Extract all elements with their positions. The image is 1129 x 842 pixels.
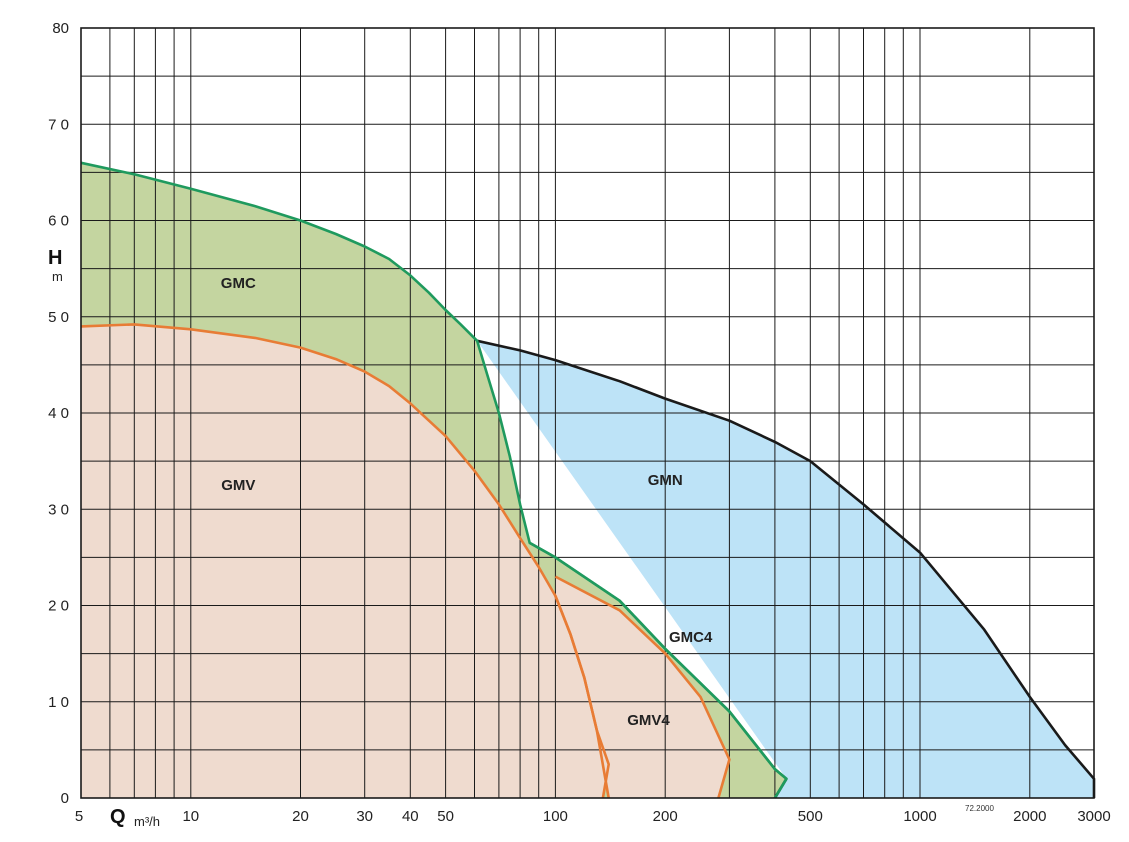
region-labels: GMN GMC GMC4 GMV GMV4 (221, 275, 713, 729)
x-tick-label: 200 (653, 808, 678, 825)
y-tick-label: 4 0 (48, 405, 69, 422)
plot-frame (80, 27, 1095, 799)
outline-gmn (476, 339, 1096, 798)
area-gmn (477, 340, 1095, 798)
x-axis-unit: m³/h (134, 814, 160, 829)
x-tick-label: 2000 (1013, 808, 1046, 825)
label-gmc: GMC (221, 275, 256, 292)
y-tick-label: 5 0 (48, 309, 69, 326)
x-tick-label: 3000 (1077, 808, 1110, 825)
code-note: 72.2000 (965, 804, 994, 813)
x-tick-label: 50 (437, 808, 454, 825)
pump-areas (81, 162, 1095, 799)
outline-gmv4 (554, 575, 731, 799)
x-tick-labels: 5 10 20 30 40 50 100 200 500 1000 2000 3000 (75, 808, 1111, 825)
y-axis-symbol: H (48, 247, 62, 269)
series-outlines (80, 161, 1096, 799)
x-tick-label: 5 (75, 808, 83, 825)
y-tick-label: 6 0 (48, 213, 69, 230)
x-tick-label: 1000 (903, 808, 936, 825)
y-tick-label: 3 0 (48, 501, 69, 518)
label-gmn: GMN (648, 472, 683, 489)
outline-gmv4 (554, 595, 610, 799)
y-tick-label: 1 0 (48, 694, 69, 711)
area-gmv (81, 324, 609, 798)
x-tick-label: 20 (292, 808, 309, 825)
y-tick-labels: 0 1 0 2 0 3 0 4 0 5 0 6 0 7 0 80 (48, 20, 69, 807)
x-tick-label: 30 (356, 808, 373, 825)
x-tick-label: 40 (402, 808, 419, 825)
y-tick-label: 0 (61, 790, 69, 807)
y-tick-label: 2 0 (48, 598, 69, 615)
label-gmv: GMV (221, 477, 255, 494)
y-tick-label: 80 (52, 20, 69, 37)
y-axis-unit: m (52, 269, 63, 284)
x-axis-symbol: Q (110, 806, 126, 828)
outline-gmc4 (529, 541, 788, 799)
x-tick-label: 500 (798, 808, 823, 825)
area-gmv4 (555, 576, 730, 798)
x-tick-label: 10 (182, 808, 199, 825)
y-tick-label: 7 0 (48, 116, 69, 133)
label-gmv4: GMV4 (627, 712, 670, 729)
grid-lines (81, 28, 1094, 798)
x-tick-label: 100 (543, 808, 568, 825)
label-gmc4: GMC4 (669, 629, 713, 646)
